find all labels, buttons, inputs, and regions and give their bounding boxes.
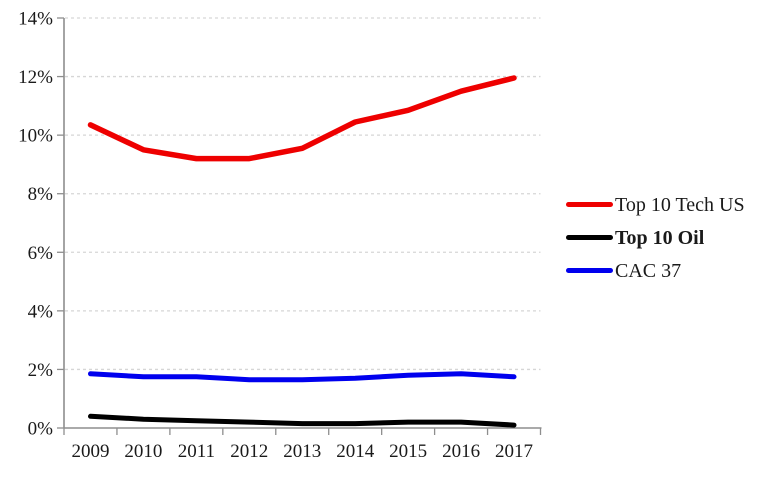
y-axis-tick-label: 0% [28, 419, 54, 440]
x-axis-tick-label: 2016 [442, 441, 480, 462]
legend-line-swatch [566, 202, 613, 207]
y-axis-tick-label: 2% [28, 360, 54, 381]
series-line-top-10-tech-us [87, 75, 517, 162]
series-line-top-10-oil [88, 413, 517, 428]
x-axis-tick-label: 2011 [178, 441, 215, 462]
y-axis-tick-label: 8% [28, 184, 54, 205]
series-line-cac-37 [88, 371, 517, 383]
x-axis-tick-label: 2014 [336, 441, 375, 462]
legend-item-top-10-tech-us: Top 10 Tech US [566, 188, 745, 221]
y-axis-tick-label: 10% [18, 126, 53, 147]
x-axis-tick-label: 2010 [124, 441, 162, 462]
x-axis-tick-label: 2015 [389, 441, 427, 462]
x-axis-tick-label: 2013 [283, 441, 321, 462]
legend-line-swatch [566, 268, 613, 273]
legend-item-cac-37: CAC 37 [566, 254, 745, 287]
x-axis-tick-label: 2012 [230, 441, 268, 462]
y-axis-tick-label: 6% [28, 243, 54, 264]
legend-label: Top 10 Tech US [615, 193, 745, 216]
y-axis-tick-label: 14% [18, 9, 53, 30]
legend-label: CAC 37 [615, 259, 682, 282]
y-axis-tick-label: 4% [28, 301, 54, 322]
x-axis-tick-label: 2009 [71, 441, 109, 462]
legend-item-top-10-oil: Top 10 Oil [566, 221, 745, 254]
y-axis-tick-label: 12% [18, 67, 53, 88]
x-axis-tick-label: 2017 [495, 441, 533, 462]
chart-legend: Top 10 Tech US Top 10 Oil CAC 37 [566, 188, 745, 287]
legend-label: Top 10 Oil [615, 226, 705, 249]
legend-line-swatch [566, 235, 613, 240]
